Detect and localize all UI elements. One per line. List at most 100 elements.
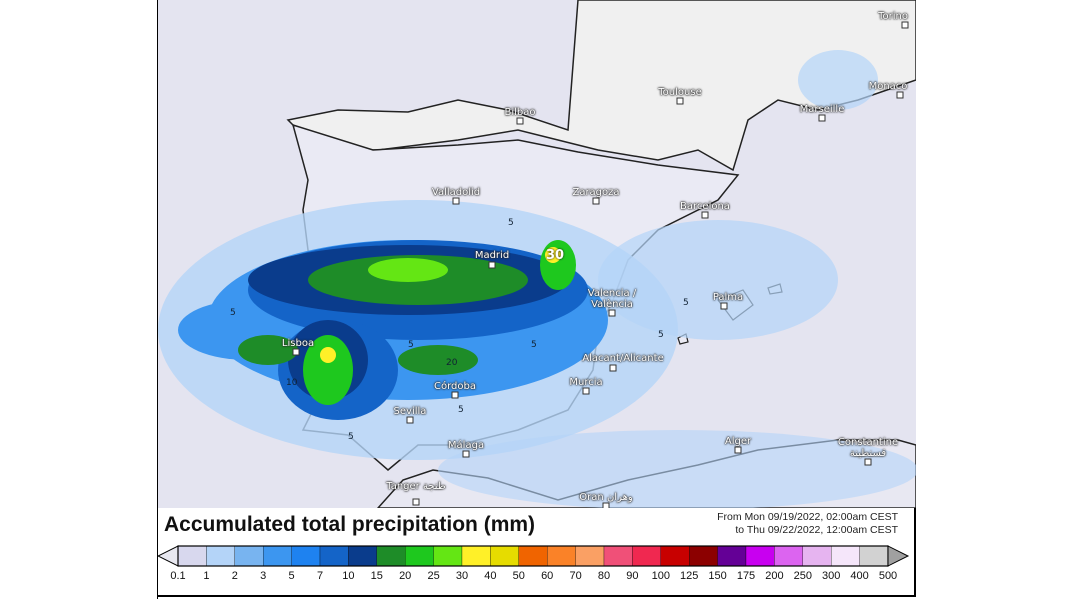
city-label: Torino xyxy=(878,11,908,22)
city-marker xyxy=(602,502,610,508)
contour-label: 20 xyxy=(446,358,458,368)
scale-under-arrow xyxy=(158,545,179,567)
scale-tick-label: 500 xyxy=(878,570,898,582)
scale-swatch xyxy=(831,545,860,567)
city-label: Zaragoza xyxy=(572,187,620,198)
contour-label: 5 xyxy=(408,340,414,350)
city-label: Alger xyxy=(724,436,752,447)
scale-swatch xyxy=(774,545,803,567)
period-end: to Thu 09/22/2022, 12:00am CEST xyxy=(735,524,898,536)
city-marker xyxy=(451,391,459,399)
scale-tick-label: 400 xyxy=(850,570,869,582)
scale-swatch xyxy=(717,545,747,567)
scale-swatch xyxy=(376,545,406,567)
city-label: Bilbao xyxy=(504,107,536,118)
city-label: Palma xyxy=(712,292,744,303)
scale-swatch xyxy=(206,545,235,567)
scale-swatch xyxy=(689,545,718,567)
contour-label: 5 xyxy=(683,298,689,308)
color-scale-bar xyxy=(158,545,910,567)
scale-tick-label: 30 xyxy=(455,570,469,582)
city-label: Barcelona xyxy=(680,201,730,212)
city-marker xyxy=(734,446,742,454)
scale-swatch xyxy=(319,545,349,567)
scale-tick-label: 1 xyxy=(203,570,210,582)
scale-tick-label: 25 xyxy=(427,570,440,582)
city-marker xyxy=(901,21,909,29)
scale-swatch xyxy=(660,545,690,567)
city-marker xyxy=(452,197,460,205)
scale-tick-label: 7 xyxy=(316,570,324,582)
scale-tick-label: 5 xyxy=(288,570,295,582)
map-layer xyxy=(158,0,916,508)
scale-tick-label: 0.1 xyxy=(170,570,186,582)
scale-tick-label: 40 xyxy=(484,570,497,582)
scale-tick-label: 300 xyxy=(822,570,841,582)
map-title: Accumulated total precipitation (mm) xyxy=(164,513,536,536)
scale-tick-label: 100 xyxy=(651,570,670,582)
city-label: Valladolid xyxy=(431,187,481,198)
scale-over-arrow xyxy=(887,545,910,567)
scale-swatch xyxy=(461,545,491,567)
scale-tick-label: 60 xyxy=(541,570,554,582)
period-start: From Mon 09/19/2022, 02:00am CEST xyxy=(717,511,898,523)
scale-tick-label: 20 xyxy=(399,570,412,582)
city-label: Sevilla xyxy=(393,406,427,417)
city-label: Madrid xyxy=(474,250,510,261)
contour-label: 10 xyxy=(286,378,298,388)
city-label: Monaco xyxy=(868,81,908,92)
scale-swatch xyxy=(632,545,661,567)
city-marker xyxy=(462,450,470,458)
contour-label: 5 xyxy=(348,432,354,442)
scale-tick-label: 250 xyxy=(793,570,812,582)
city-label: Lisboa xyxy=(281,338,315,349)
precipitation-field xyxy=(158,50,916,508)
scale-swatch xyxy=(177,545,207,567)
scale-tick-label: 175 xyxy=(736,570,756,582)
legend-panel: Accumulated total precipitation (mm) Fro… xyxy=(158,508,916,597)
scale-swatch xyxy=(802,545,832,567)
city-marker xyxy=(412,498,420,506)
city-marker xyxy=(896,91,904,99)
city-marker xyxy=(701,211,709,219)
precipitation-map[interactable]: Torino Toulouse Monaco Marseille Bilbao … xyxy=(158,0,916,508)
scale-tick-label: 200 xyxy=(765,570,784,582)
contour-label: 5 xyxy=(658,330,664,340)
city-label: Constantine قسنطينة xyxy=(837,437,899,459)
scale-swatch xyxy=(348,545,377,567)
scale-tick-label: 125 xyxy=(680,570,699,582)
city-marker xyxy=(818,114,826,122)
scale-swatch xyxy=(547,545,576,567)
city-marker xyxy=(406,416,414,424)
city-label: Tanger طنجة xyxy=(386,481,446,492)
city-marker xyxy=(720,302,728,310)
scale-tick-label: 2 xyxy=(231,570,238,582)
city-marker xyxy=(292,348,300,356)
city-marker xyxy=(516,117,524,125)
scale-tick-label: 70 xyxy=(569,570,582,582)
color-scale-ticks: 0.1 1 2 3 5 7 10 15 20 25 30 40 50 60 70 80 90 100 125 150 1… xyxy=(158,570,916,586)
city-marker xyxy=(582,387,590,395)
contour-label-max: 30 xyxy=(546,248,565,263)
city-marker xyxy=(592,197,600,205)
city-label: Marseille xyxy=(799,104,845,115)
city-label: Valencia / València xyxy=(587,288,637,310)
scale-tick-label: 150 xyxy=(708,570,727,582)
city-label: Oran وهران xyxy=(579,492,633,503)
city-label: Toulouse xyxy=(658,87,702,98)
contour-label: 5 xyxy=(230,308,236,318)
scale-tick-label: 50 xyxy=(512,570,525,582)
scale-swatch xyxy=(263,545,292,567)
city-marker xyxy=(608,309,616,317)
city-label: Córdoba xyxy=(434,381,476,392)
contour-label: 5 xyxy=(508,218,514,228)
scale-swatch xyxy=(603,545,633,567)
scale-swatch xyxy=(575,545,605,567)
scale-tick-label: 80 xyxy=(597,570,611,582)
scale-tick-label: 15 xyxy=(370,570,383,582)
scale-tick-label: 10 xyxy=(342,570,355,582)
scale-swatch xyxy=(490,545,519,567)
city-marker xyxy=(488,261,496,269)
city-label: Málaga xyxy=(447,440,485,451)
land-france xyxy=(286,0,916,172)
